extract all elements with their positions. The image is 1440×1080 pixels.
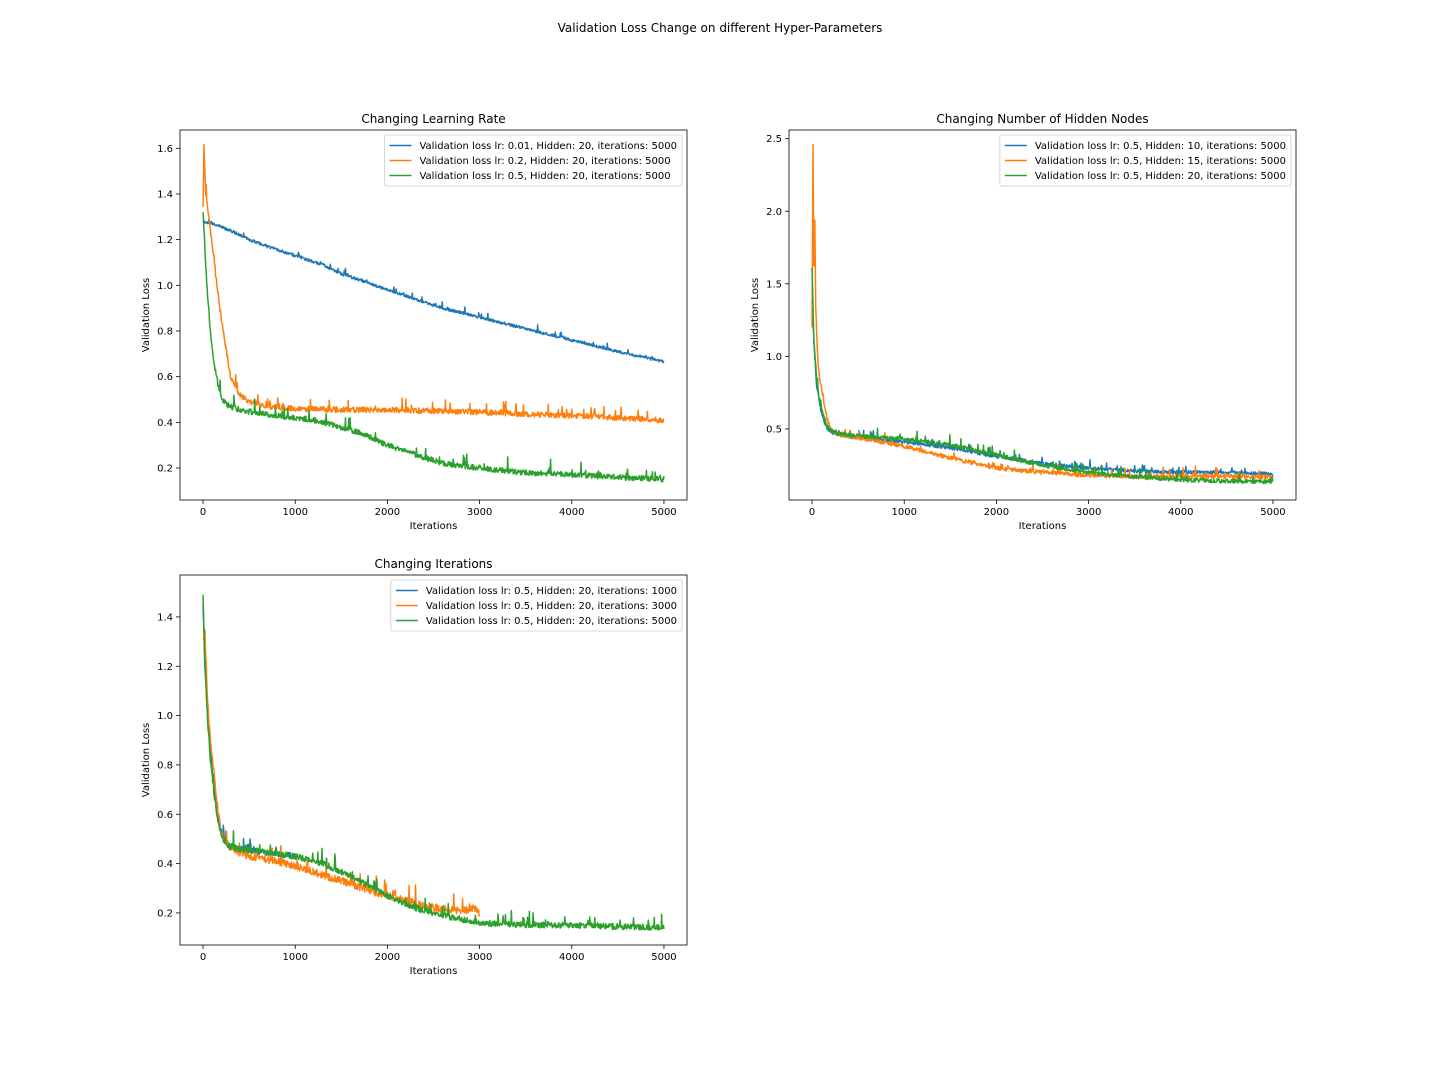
- series-line-2: [202, 629, 481, 918]
- y-axis-label: Validation Loss: [750, 278, 761, 353]
- x-tick-label: 1000: [892, 507, 917, 518]
- series-line-1: [202, 218, 665, 364]
- subplot-title: Changing Number of Hidden Nodes: [936, 112, 1148, 126]
- figure-title: Validation Loss Change on different Hype…: [558, 21, 883, 35]
- x-tick-label: 2000: [375, 952, 400, 963]
- y-tick-label: 1.4: [157, 612, 173, 623]
- subplot-3: Changing Iterations 0 1000 2000 3000 4000 5000…: [141, 557, 688, 977]
- plot-area: [811, 143, 1274, 485]
- y-tick-label: 2.5: [766, 134, 782, 145]
- x-axis-label: Iterations: [410, 966, 458, 977]
- x-tick-label: 2000: [984, 507, 1009, 518]
- x-tick-label: 3000: [467, 952, 492, 963]
- y-tick-label: 1.5: [766, 279, 782, 290]
- x-tick-label: 0: [200, 952, 206, 963]
- plot-area: [202, 594, 665, 931]
- y-tick-label: 0.4: [157, 859, 173, 870]
- x-axis-label: Iterations: [1019, 521, 1067, 532]
- legend: Validation loss lr: 0.5, Hidden: 20, ite…: [390, 579, 683, 632]
- plot-area: [202, 143, 665, 483]
- legend-entry-1: Validation loss lr: 0.01, Hidden: 20, it…: [419, 141, 677, 152]
- axes-frame: [788, 129, 1297, 501]
- legend: Validation loss lr: 0.5, Hidden: 10, ite…: [999, 134, 1292, 187]
- x-tick-label: 3000: [467, 507, 492, 518]
- y-tick-label: 0.6: [157, 372, 173, 383]
- y-tick-label: 1.0: [766, 352, 782, 363]
- legend-entry-1: Validation loss lr: 0.5, Hidden: 10, ite…: [1035, 141, 1286, 152]
- legend-entry-1: Validation loss lr: 0.5, Hidden: 20, ite…: [426, 586, 677, 597]
- x-tick-label: 2000: [375, 507, 400, 518]
- y-tick-label: 1.6: [157, 144, 173, 155]
- series-line-3: [202, 594, 665, 931]
- y-tick-label: 0.8: [157, 760, 173, 771]
- x-tick-label: 1000: [283, 507, 308, 518]
- legend-entry-2: Validation loss lr: 0.5, Hidden: 20, ite…: [426, 601, 677, 612]
- x-tick-label: 1000: [283, 952, 308, 963]
- x-tick-label: 5000: [1260, 507, 1285, 518]
- axes-frame: [179, 574, 688, 946]
- legend-box: [999, 134, 1292, 187]
- x-axis-label: Iterations: [410, 521, 458, 532]
- x-tick-label: 3000: [1076, 507, 1101, 518]
- series-line-3: [811, 268, 1274, 485]
- axes-frame: [179, 129, 688, 501]
- legend: Validation loss lr: 0.01, Hidden: 20, it…: [384, 134, 683, 187]
- y-tick-label: 0.6: [157, 810, 173, 821]
- y-tick-label: 0.2: [157, 464, 173, 475]
- legend-entry-3: Validation loss lr: 0.5, Hidden: 20, ite…: [426, 616, 677, 627]
- legend-entry-3: Validation loss lr: 0.5, Hidden: 20, ite…: [1035, 171, 1286, 182]
- x-tick-label: 5000: [651, 507, 676, 518]
- legend-entry-2: Validation loss lr: 0.5, Hidden: 15, ite…: [1035, 156, 1286, 167]
- subplot-title: Changing Iterations: [374, 557, 492, 571]
- x-tick-label: 4000: [1168, 507, 1193, 518]
- y-tick-label: 0.2: [157, 908, 173, 919]
- y-tick-label: 0.8: [157, 326, 173, 337]
- subplot-title: Changing Learning Rate: [361, 112, 505, 126]
- series-line-2: [202, 143, 665, 424]
- y-tick-label: 1.2: [157, 235, 173, 246]
- y-axis-label: Validation Loss: [141, 723, 152, 798]
- y-tick-label: 0.4: [157, 418, 173, 429]
- subplot-2: Changing Number of Hidden Nodes 0 1000 2000…: [750, 112, 1297, 532]
- y-tick-label: 1.2: [157, 662, 173, 673]
- legend-entry-3: Validation loss lr: 0.5, Hidden: 20, ite…: [419, 171, 670, 182]
- x-tick-label: 0: [809, 507, 815, 518]
- subplot-1: Changing Learning Rate 0 1000 2000 3000 4000 5…: [141, 112, 688, 532]
- x-tick-label: 5000: [651, 952, 676, 963]
- x-tick-label: 4000: [559, 507, 584, 518]
- x-tick-label: 0: [200, 507, 206, 518]
- y-tick-label: 1.0: [157, 711, 173, 722]
- y-tick-label: 0.5: [766, 424, 782, 435]
- x-tick-label: 4000: [559, 952, 584, 963]
- series-line-3: [202, 212, 665, 483]
- series-line-2: [811, 143, 1274, 480]
- y-axis-label: Validation Loss: [141, 278, 152, 353]
- y-tick-label: 1.0: [157, 281, 173, 292]
- y-tick-label: 2.0: [766, 207, 782, 218]
- legend-entry-2: Validation loss lr: 0.2, Hidden: 20, ite…: [419, 156, 670, 167]
- y-tick-label: 1.4: [157, 189, 173, 200]
- legend-box: [390, 579, 683, 632]
- charts: Changing Learning Rate 0 1000 2000 3000 4000 5…: [141, 112, 1297, 977]
- legend-box: [384, 134, 683, 187]
